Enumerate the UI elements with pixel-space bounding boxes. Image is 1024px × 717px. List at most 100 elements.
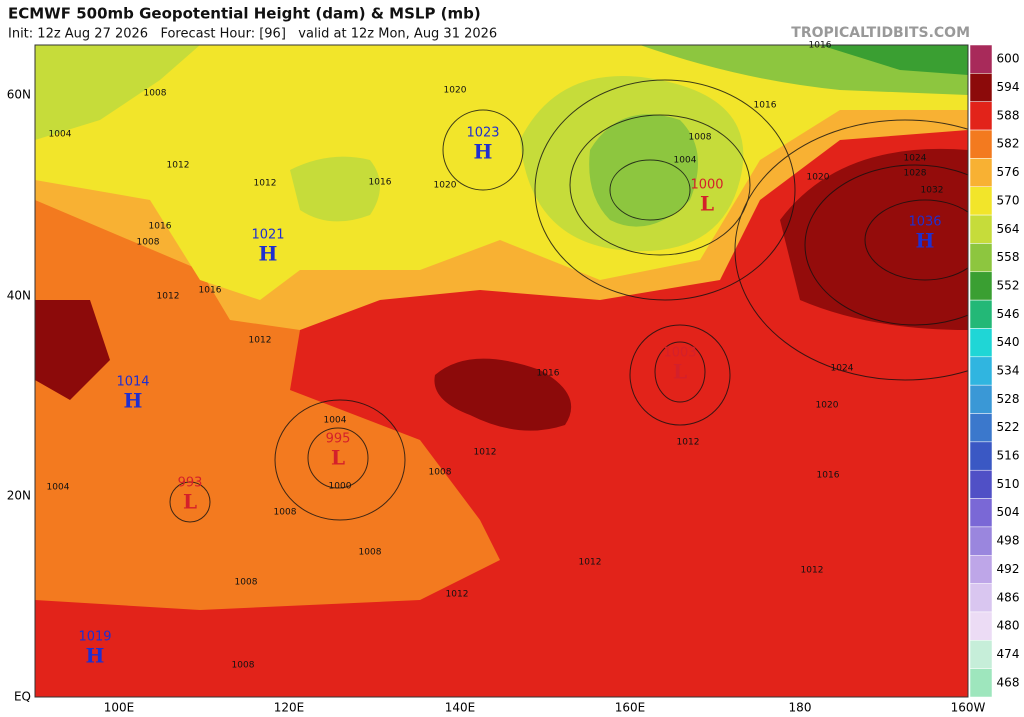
isobar-label: 1016	[817, 471, 840, 481]
colorbar-swatch	[969, 555, 993, 584]
isobar-label: 1004	[324, 416, 347, 426]
colorbar-label: 522	[997, 420, 1020, 434]
pressure-symbol: H	[124, 389, 143, 413]
pressure-value: 1019	[78, 630, 111, 645]
title: ECMWF 500mb Geopotential Height (dam) & …	[8, 5, 481, 23]
isobar-label: 1032	[921, 186, 944, 196]
colorbar-label: 552	[997, 278, 1020, 292]
colorbar: 600 594 588 582 576 570 564 558 552 546 540 534 528 5…	[969, 44, 1020, 698]
colorbar-swatch	[969, 469, 993, 499]
isobar-label: 1004	[674, 156, 697, 166]
isobar-label: 1012	[254, 179, 277, 189]
colorbar-label: 558	[997, 250, 1020, 264]
colorbar-label: 516	[997, 449, 1020, 463]
colorbar-label: 582	[997, 137, 1020, 151]
isobar-label: 1008	[429, 468, 452, 478]
colorbar-label: 528	[997, 392, 1020, 406]
isobar-label: 1016	[149, 222, 172, 232]
lon-label: 160E	[615, 701, 646, 715]
lon-label: 180	[789, 701, 812, 715]
colorbar-swatch	[969, 214, 993, 244]
isobar-label: 1008	[274, 508, 297, 518]
colorbar-label: 498	[997, 534, 1020, 548]
colorbar-label: 510	[997, 477, 1020, 491]
isobar-label: 1012	[801, 566, 824, 576]
colorbar-swatch	[969, 640, 993, 669]
colorbar-label: 534	[997, 364, 1020, 378]
colorbar-label: 570	[997, 193, 1020, 207]
colorbar-swatch	[969, 158, 993, 187]
colorbar-label: 600	[997, 52, 1020, 66]
pressure-symbol: H	[86, 644, 105, 668]
pressure-value: 993	[178, 476, 203, 491]
colorbar-swatch	[969, 73, 993, 102]
isobar-label: 1012	[677, 438, 700, 448]
isobar-label: 1008	[144, 89, 167, 99]
pressure-symbol: L	[183, 490, 197, 514]
colorbar-swatch	[969, 583, 993, 613]
isobar-label: 1008	[689, 133, 712, 143]
colorbar-swatch	[969, 668, 993, 698]
colorbar-swatch	[969, 44, 993, 74]
colorbar-swatch	[969, 526, 993, 556]
isobar-label: 1016	[369, 178, 392, 188]
isobar-label: 1016	[537, 369, 560, 379]
colorbar-swatch	[969, 243, 993, 273]
colorbar-swatch	[969, 611, 993, 641]
lon-label: 120E	[274, 701, 305, 715]
colorbar-swatch	[969, 186, 993, 216]
isobar-label: 1020	[444, 86, 467, 96]
pressure-value: 1036	[908, 215, 941, 230]
pressure-symbol: H	[259, 242, 278, 266]
pressure-value: 1014	[116, 375, 149, 390]
isobar-label: 1008	[137, 238, 160, 248]
isobar-label: 1012	[249, 336, 272, 346]
colorbar-swatch	[969, 129, 993, 159]
isobar-label: 1012	[579, 558, 602, 568]
isobar-label: 1008	[235, 578, 258, 588]
isobar-label: 1012	[474, 448, 497, 458]
isobar-label: 1012	[157, 292, 180, 302]
isobar-label: 1016	[809, 41, 832, 51]
isobar-label: 1000	[329, 482, 352, 492]
isobar-label: 1024	[904, 154, 927, 164]
pressure-symbol: H	[474, 140, 493, 164]
brand: TROPICALTIDBITS.COM	[791, 25, 970, 41]
colorbar-swatch	[969, 384, 993, 414]
colorbar-label: 474	[997, 647, 1020, 661]
colorbar-swatch	[969, 441, 993, 471]
pressure-value: 1023	[466, 126, 499, 141]
isobar-label: 1020	[434, 181, 457, 191]
colorbar-label: 468	[997, 675, 1020, 689]
colorbar-label: 480	[997, 619, 1020, 633]
colorbar-label: 546	[997, 307, 1020, 321]
isobar-label: 1008	[232, 661, 255, 671]
subtitle: Init: 12z Aug 27 2026 Forecast Hour: [96…	[8, 27, 497, 42]
pressure-symbol: H	[916, 229, 935, 253]
colorbar-label: 486	[997, 590, 1020, 604]
isobar-label: 1016	[199, 286, 222, 296]
map	[34, 44, 969, 698]
colorbar-swatch	[969, 498, 993, 528]
colorbar-label: 492	[997, 562, 1020, 576]
pressure-symbol: L	[673, 360, 687, 384]
colorbar-label: 576	[997, 165, 1020, 179]
pressure-symbol: L	[700, 192, 714, 216]
colorbar-label: 564	[997, 222, 1020, 236]
lat-label: 20N	[7, 489, 31, 503]
colorbar-label: 540	[997, 335, 1020, 349]
isobar-label: 1024	[831, 364, 854, 374]
isobar-label: 1020	[816, 401, 839, 411]
colorbar-label: 588	[997, 108, 1020, 122]
colorbar-swatch	[969, 328, 993, 358]
colorbar-swatch	[969, 413, 993, 443]
pressure-value: 1021	[251, 228, 284, 243]
pressure-value: 995	[326, 432, 351, 447]
isobar-label: 1028	[904, 169, 927, 179]
colorbar-swatch	[969, 101, 993, 131]
lon-label: 140E	[445, 701, 476, 715]
isobar-label: 1004	[49, 130, 72, 140]
isobar-label: 1012	[167, 161, 190, 171]
pressure-symbol: L	[331, 446, 345, 470]
